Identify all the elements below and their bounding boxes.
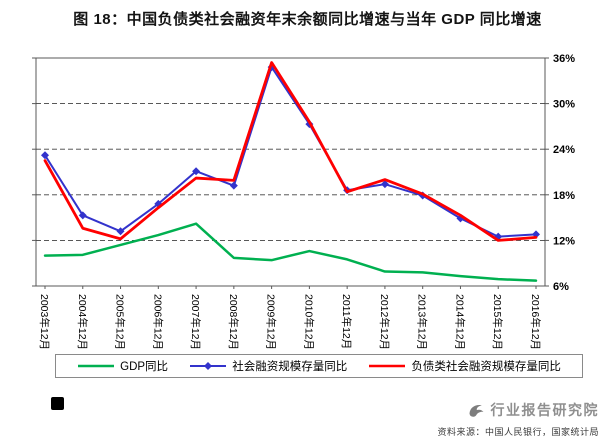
series-marker-1 — [229, 181, 238, 190]
x-tick-label: 2007年12月 — [189, 294, 202, 350]
y-tick-label: 6% — [553, 281, 569, 293]
source-text: 资料来源：中国人民银行，国家统计局 — [437, 427, 599, 437]
chart-canvas: 6% 12% 18% 24% 30% 36% 2003年12月 2004年12月 2005年12… — [32, 53, 575, 350]
series-line-0 — [43, 222, 538, 282]
x-tick-label: 2016年12月 — [529, 294, 542, 350]
legend-label-gdp: GDP同比 — [120, 361, 169, 373]
legend-swatch-debt-social-financing-line — [368, 360, 406, 372]
x-tick-label: 2012年12月 — [378, 294, 391, 350]
y-tick-label: 36% — [553, 53, 575, 65]
x-tick-label: 2015年12月 — [491, 294, 504, 350]
x-tick-label: 2013年12月 — [416, 294, 429, 350]
chart-area: 6% 12% 18% 24% 30% 36% 2003年12月 2004年12月 2005年12… — [10, 34, 605, 350]
series-line-1 — [44, 66, 537, 238]
chart-legend: GDP同比 社会融资规模存量同比 负债类社会融资规模存量同比 — [55, 354, 583, 378]
x-tick-label: 2005年12月 — [114, 294, 127, 350]
x-tick-label: 2011年12月 — [340, 294, 353, 349]
series-marker-1 — [192, 167, 201, 176]
legend-swatch-gdp-line — [77, 360, 115, 372]
x-tick-label: 2010年12月 — [302, 294, 315, 350]
series-marker-1 — [78, 211, 87, 220]
y-tick-label: 12% — [553, 235, 575, 247]
legend-label-social-financing: 社会融资规模存量同比 — [232, 361, 348, 373]
x-tick-label: 2014年12月 — [453, 294, 466, 350]
y-tick-label: 24% — [553, 144, 575, 156]
legend-item-debt-social-financing: 负债类社会融资规模存量同比 — [368, 358, 561, 374]
series-marker-1 — [380, 180, 389, 189]
y-tick-label: 18% — [553, 190, 575, 202]
series-marker-1 — [41, 151, 49, 160]
x-tick-label: 2006年12月 — [151, 294, 164, 350]
phoenix-icon — [469, 404, 483, 417]
series-marker-1 — [116, 227, 125, 236]
series-line-2 — [43, 61, 538, 242]
footer-logo-square — [51, 397, 64, 410]
x-tick-label: 2008年12月 — [227, 294, 240, 350]
x-tick-label: 2009年12月 — [265, 294, 278, 350]
legend-label-debt-social-financing: 负债类社会融资规模存量同比 — [411, 361, 561, 373]
y-tick-label: 30% — [553, 99, 575, 111]
figure-title: 图 18：中国负债类社会融资年末余额同比增速与当年 GDP 同比增速 — [73, 11, 542, 28]
legend-swatch-social-financing-line — [189, 360, 227, 372]
brand-name: 行业报告研究院 — [490, 402, 599, 418]
x-tick-label: 2004年12月 — [76, 294, 89, 350]
x-tick-label: 2003年12月 — [38, 294, 51, 350]
legend-item-social-financing: 社会融资规模存量同比 — [189, 358, 347, 374]
legend-item-gdp: GDP同比 — [77, 358, 168, 374]
brand-lockup: 行业报告研究院 — [467, 400, 600, 420]
